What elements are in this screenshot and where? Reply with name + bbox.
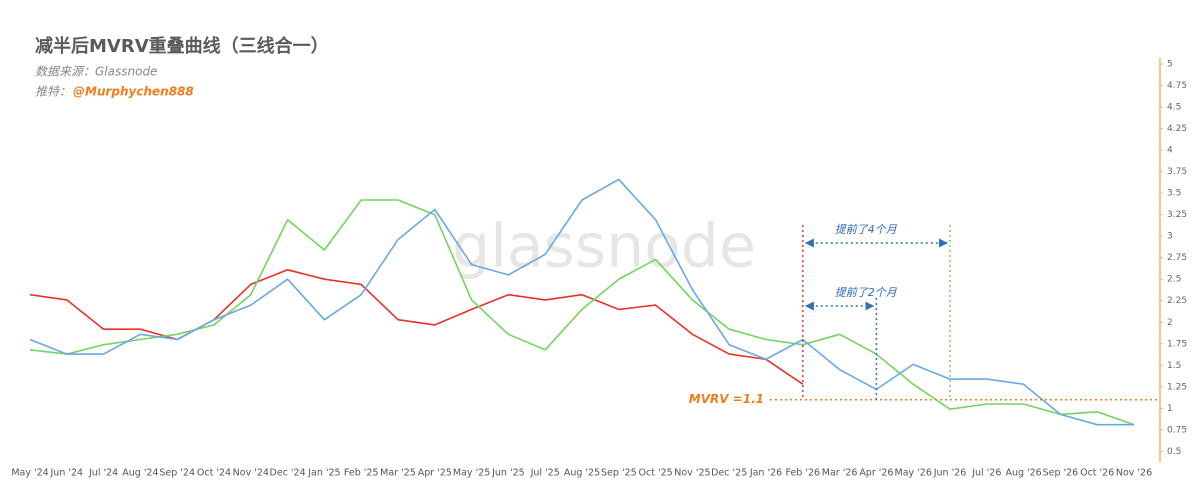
- x-tick-label: Nov '25: [674, 468, 710, 479]
- x-tick-label: Feb '25: [344, 468, 379, 479]
- x-tick-label: Aug '25: [564, 468, 600, 479]
- x-tick-label: Jun '26: [933, 468, 967, 479]
- y-tick-label: 1: [1167, 404, 1173, 414]
- y-tick-label: 2: [1167, 318, 1173, 328]
- x-tick-label: Feb '26: [786, 468, 821, 479]
- x-tick-label: Nov '24: [233, 468, 269, 479]
- y-tick-label: 4.75: [1167, 81, 1187, 91]
- x-tick-label: Nov '26: [1116, 468, 1152, 479]
- watermark: glassnode: [452, 212, 756, 282]
- y-tick-label: 4.25: [1167, 124, 1187, 134]
- y-tick-label: 0.5: [1167, 447, 1181, 457]
- x-tick-label: Apr '25: [418, 468, 452, 479]
- series-line: [29, 269, 804, 385]
- y-tick-label: 1.5: [1167, 361, 1181, 371]
- series-line: [29, 199, 1135, 426]
- x-tick-label: Aug '26: [1005, 468, 1041, 479]
- y-tick-label: 5: [1167, 60, 1173, 70]
- y-tick-label: 3.25: [1167, 210, 1187, 220]
- series-line: [29, 178, 1134, 426]
- y-tick-label: 2.25: [1167, 296, 1187, 306]
- y-tick-label: 4.5: [1167, 103, 1181, 113]
- x-tick-label: Sep '24: [159, 468, 195, 479]
- x-tick-label: Jul '24: [88, 468, 118, 479]
- x-tick-label: Mar '25: [380, 468, 416, 479]
- x-tick-label: Jul '26: [971, 468, 1001, 479]
- x-tick-label: Jan '26: [749, 468, 782, 479]
- x-tick-label: Dec '25: [711, 468, 747, 479]
- x-tick-label: Jan '25: [307, 468, 340, 479]
- y-tick-label: 3.75: [1167, 167, 1187, 177]
- x-tick-label: Apr '26: [859, 468, 893, 479]
- x-tick-label: Jun '24: [50, 468, 84, 479]
- twitter-label: 推特：: [35, 85, 71, 99]
- y-tick-label: 2.75: [1167, 253, 1187, 263]
- y-tick-label: 1.75: [1167, 339, 1187, 349]
- x-tick-label: Oct '26: [1080, 468, 1114, 479]
- x-tick-label: Sep '25: [601, 468, 637, 479]
- x-tick-label: Mar '26: [822, 468, 858, 479]
- y-tick-label: 0.75: [1167, 425, 1187, 435]
- y-tick-label: 3: [1167, 232, 1173, 242]
- reference-label: MVRV =1.1: [689, 392, 764, 406]
- annotation-label: 提前了2个月: [835, 286, 898, 299]
- x-tick-label: Oct '24: [197, 468, 231, 479]
- x-tick-label: Sep '26: [1043, 468, 1079, 479]
- y-tick-label: 4: [1167, 146, 1173, 156]
- x-tick-label: Aug '24: [122, 468, 158, 479]
- twitter-handle: @Murphychen888: [73, 85, 194, 99]
- y-tick-label: 2.5: [1167, 275, 1181, 285]
- x-tick-label: Dec '24: [270, 468, 306, 479]
- chart-title: 减半后MVRV重叠曲线（三线合一）: [35, 35, 329, 57]
- x-tick-label: May '25: [453, 468, 490, 479]
- y-tick-label: 1.25: [1167, 382, 1187, 392]
- x-tick-label: May '24: [11, 468, 48, 479]
- annotation-label: 提前了4个月: [835, 223, 898, 236]
- x-tick-label: Jun '25: [491, 468, 525, 479]
- x-tick-label: Jul '25: [530, 468, 560, 479]
- y-tick-label: 3.5: [1167, 189, 1181, 199]
- x-tick-label: May '26: [895, 468, 932, 479]
- x-tick-label: Oct '25: [639, 468, 673, 479]
- subtitle: 数据来源：Glassnode: [35, 65, 157, 79]
